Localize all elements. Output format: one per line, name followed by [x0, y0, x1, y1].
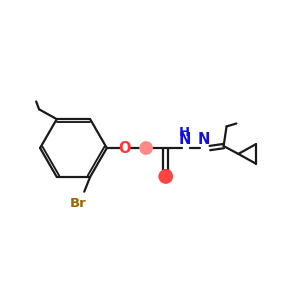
Circle shape — [139, 141, 153, 155]
Circle shape — [158, 169, 173, 184]
Text: N: N — [198, 132, 210, 147]
Text: H: H — [179, 126, 190, 139]
Text: O: O — [118, 140, 131, 155]
Text: O: O — [160, 169, 172, 184]
Text: N: N — [178, 132, 190, 147]
Text: Br: Br — [70, 196, 87, 210]
